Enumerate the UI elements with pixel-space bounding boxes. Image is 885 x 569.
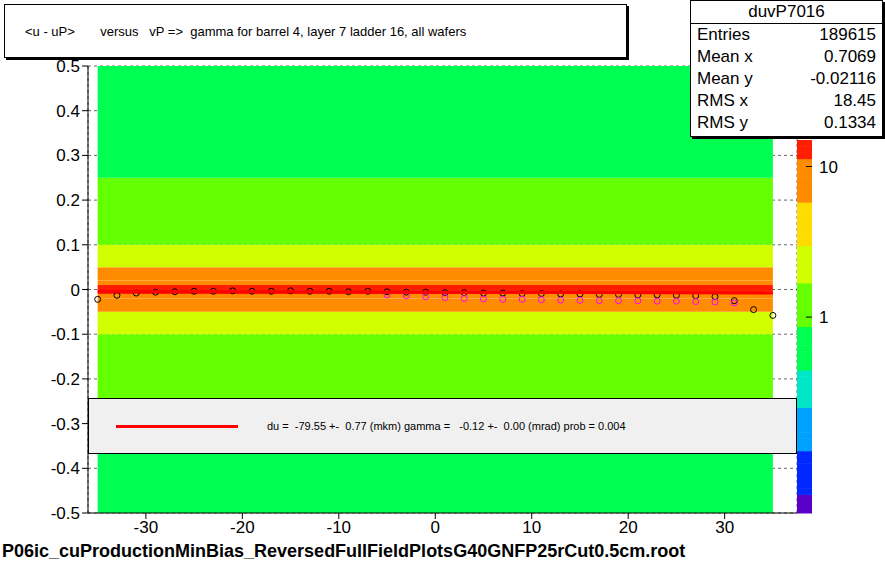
html-text:Mean y: Mean y xyxy=(697,69,753,88)
svg-text:-0.2: -0.2 xyxy=(51,370,80,389)
svg-text:10: 10 xyxy=(522,518,541,537)
svg-text:-0.1: -0.1 xyxy=(51,325,80,344)
html-text:0.1334: 0.1334 xyxy=(824,113,876,132)
svg-text:1: 1 xyxy=(819,308,828,327)
html-text:du = -79.55 +- 0.77 (mkm) gamm: du = -79.55 +- 0.77 (mkm) gamma = -0.12 … xyxy=(267,420,626,432)
svg-text:30: 30 xyxy=(715,518,734,537)
html-text:duvP7016: duvP7016 xyxy=(748,2,825,21)
html-text:RMS y: RMS y xyxy=(697,113,748,132)
svg-text:-0.5: -0.5 xyxy=(51,504,80,523)
html-text:Entries: Entries xyxy=(697,25,750,44)
html-text:-0.02116: -0.02116 xyxy=(810,69,876,88)
html-text:Mean x: Mean x xyxy=(697,47,753,66)
html-text:P06ic_cuProductionMinBias_Reve: P06ic_cuProductionMinBias_ReversedFullFi… xyxy=(2,541,686,561)
svg-text:-0.3: -0.3 xyxy=(51,415,80,434)
svg-text:0.3: 0.3 xyxy=(56,146,80,165)
svg-text:0.2: 0.2 xyxy=(56,191,80,210)
svg-text:-30: -30 xyxy=(134,518,159,537)
svg-text:10: 10 xyxy=(819,158,838,177)
html-text:189615: 189615 xyxy=(819,25,876,44)
svg-text:0: 0 xyxy=(71,281,80,300)
svg-text:0.4: 0.4 xyxy=(56,102,80,121)
html-text:<u - uP> versus vP => gamma fo: <u - uP> versus vP => gamma for barrel 4… xyxy=(25,24,467,39)
svg-text:20: 20 xyxy=(619,518,638,537)
html-text:18.45: 18.45 xyxy=(833,91,876,110)
svg-text:-20: -20 xyxy=(230,518,255,537)
svg-text:0.1: 0.1 xyxy=(56,236,80,255)
html-text:RMS x: RMS x xyxy=(697,91,748,110)
svg-text:-0.4: -0.4 xyxy=(51,459,80,478)
html-text:0.7069: 0.7069 xyxy=(824,47,876,66)
svg-text:0: 0 xyxy=(431,518,440,537)
svg-text:0.5: 0.5 xyxy=(56,57,80,76)
svg-text:-10: -10 xyxy=(327,518,352,537)
